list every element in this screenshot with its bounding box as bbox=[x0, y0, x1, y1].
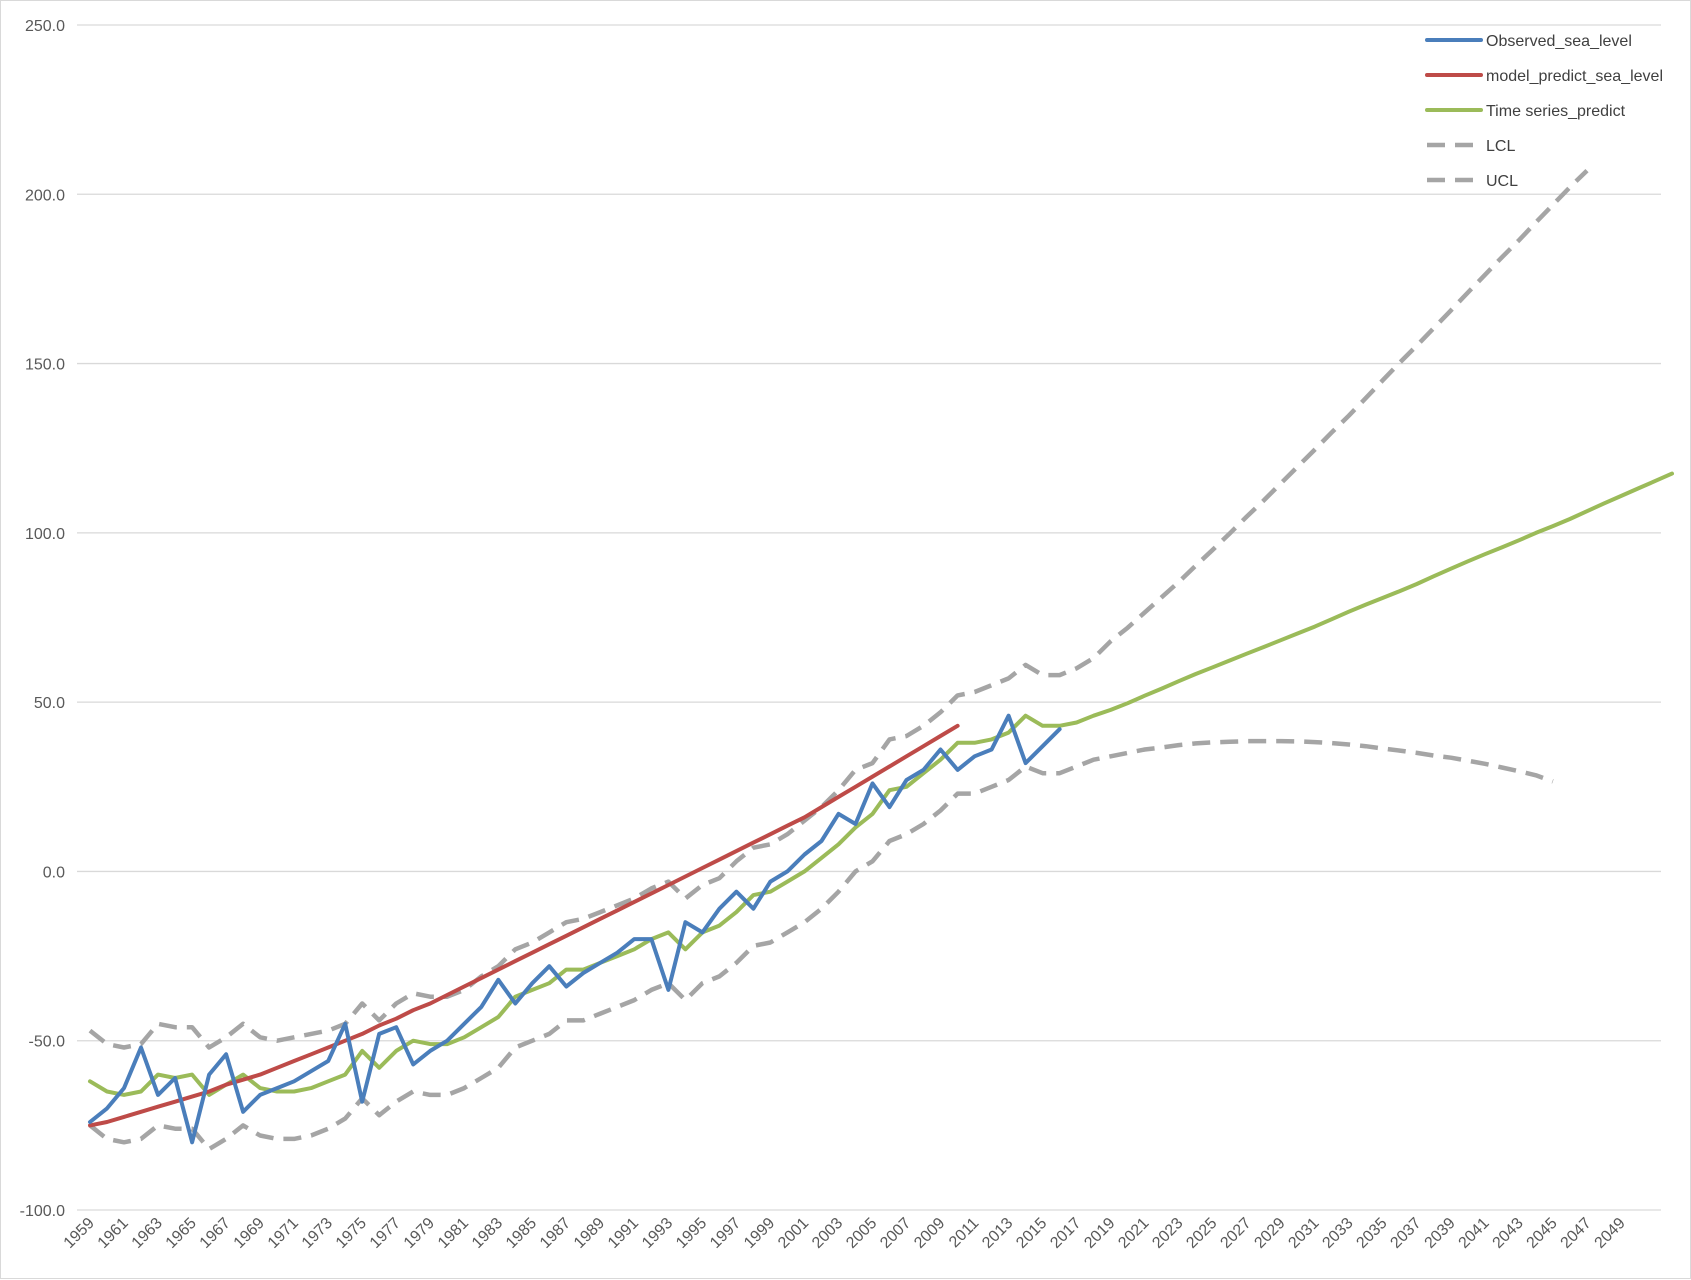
x-tick-label: 1973 bbox=[299, 1215, 336, 1252]
x-tick-label: 1963 bbox=[129, 1215, 166, 1252]
x-tick-label: 2003 bbox=[809, 1215, 846, 1252]
x-tick-label: 2021 bbox=[1115, 1215, 1152, 1252]
x-tick-label: 2005 bbox=[843, 1215, 880, 1252]
x-tick-label: 2007 bbox=[877, 1215, 914, 1252]
x-tick-label: 1975 bbox=[333, 1215, 370, 1252]
x-tick-label: 1977 bbox=[367, 1215, 404, 1252]
x-tick-label: 2043 bbox=[1490, 1215, 1527, 1252]
x-tick-label: 2033 bbox=[1319, 1215, 1356, 1252]
x-tick-label: 1961 bbox=[95, 1215, 132, 1252]
x-tick-label: 1997 bbox=[707, 1215, 744, 1252]
series-lines bbox=[88, 168, 1674, 1152]
x-tick-label: 1981 bbox=[435, 1215, 472, 1252]
x-tick-label: 2035 bbox=[1353, 1215, 1390, 1252]
y-tick-label: 250.0 bbox=[25, 18, 65, 35]
x-tick-label: 2047 bbox=[1558, 1215, 1595, 1252]
x-tick-label: 2041 bbox=[1456, 1215, 1493, 1252]
legend-label: model_predict_sea_level bbox=[1486, 68, 1663, 85]
x-tick-label: 2027 bbox=[1217, 1215, 1254, 1252]
x-tick-label: 1969 bbox=[231, 1215, 268, 1252]
x-tick-label: 2031 bbox=[1285, 1215, 1322, 1252]
legend-label: UCL bbox=[1486, 173, 1518, 190]
series-line-model-predict-sea-level bbox=[88, 723, 960, 1128]
y-axis-tick-labels: 250.0 200.0 150.0 100.0 50.0 0.0 -50.0 -100.0 bbox=[20, 18, 65, 1220]
x-tick-label: 1959 bbox=[61, 1215, 98, 1252]
y-tick-label: 100.0 bbox=[25, 526, 65, 543]
series-line-observed-sea-level bbox=[88, 713, 1062, 1145]
x-tick-label: 1965 bbox=[163, 1215, 200, 1252]
legend: Observed_sea_level model_predict_sea_leve… bbox=[1425, 33, 1663, 190]
x-tick-label: 1979 bbox=[401, 1215, 438, 1252]
x-tick-label: 2023 bbox=[1149, 1215, 1186, 1252]
legend-label: Observed_sea_level bbox=[1486, 33, 1632, 50]
x-tick-label: 1993 bbox=[639, 1215, 676, 1252]
x-tick-label: 2017 bbox=[1047, 1215, 1084, 1252]
x-tick-label: 2049 bbox=[1592, 1215, 1629, 1252]
series-line-ucl bbox=[88, 168, 1589, 1050]
series-line-lcl bbox=[88, 738, 1554, 1152]
x-tick-label: 2011 bbox=[946, 1215, 982, 1251]
x-tick-label: 1983 bbox=[469, 1215, 506, 1252]
y-tick-label: 50.0 bbox=[34, 695, 65, 712]
x-tick-label: 1999 bbox=[741, 1215, 778, 1252]
x-axis-tick-labels: 1959196119631965196719691971197319751977… bbox=[61, 1215, 1629, 1252]
x-tick-label: 1985 bbox=[503, 1215, 540, 1252]
y-tick-label: 150.0 bbox=[25, 357, 65, 374]
x-tick-label: 1995 bbox=[673, 1215, 710, 1252]
y-tick-label: -50.0 bbox=[29, 1034, 66, 1051]
x-tick-label: 1987 bbox=[537, 1215, 574, 1252]
x-tick-label: 1971 bbox=[265, 1215, 302, 1252]
x-tick-label: 2039 bbox=[1422, 1215, 1459, 1252]
legend-label: Time series_predict bbox=[1486, 103, 1626, 120]
x-tick-label: 1989 bbox=[571, 1215, 608, 1252]
series-line-time-series-predict bbox=[88, 471, 1674, 1097]
x-tick-label: 2009 bbox=[911, 1215, 948, 1252]
x-tick-label: 1991 bbox=[605, 1215, 642, 1252]
y-tick-label: 0.0 bbox=[43, 864, 65, 881]
x-tick-label: 2015 bbox=[1013, 1215, 1050, 1252]
x-tick-label: 2025 bbox=[1183, 1215, 1220, 1252]
x-tick-label: 2037 bbox=[1387, 1215, 1424, 1252]
y-tick-label: 200.0 bbox=[25, 187, 65, 204]
x-tick-label: 1967 bbox=[197, 1215, 234, 1252]
legend-label: LCL bbox=[1486, 138, 1515, 155]
x-tick-label: 2001 bbox=[775, 1215, 812, 1252]
y-tick-label: -100.0 bbox=[20, 1203, 65, 1220]
x-tick-label: 2019 bbox=[1081, 1215, 1118, 1252]
x-tick-label: 2013 bbox=[979, 1215, 1016, 1252]
x-tick-label: 2045 bbox=[1524, 1215, 1561, 1252]
x-tick-label: 2029 bbox=[1251, 1215, 1288, 1252]
